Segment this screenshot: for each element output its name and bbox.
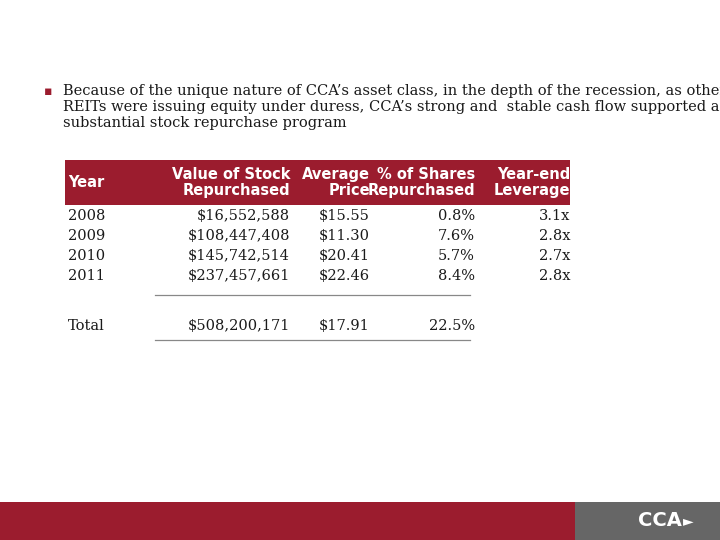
Text: Average
Price: Average Price — [302, 167, 370, 198]
Text: 2010: 2010 — [68, 249, 105, 263]
Text: Value of Stock
Repurchased: Value of Stock Repurchased — [171, 167, 290, 198]
Text: 22.5%: 22.5% — [429, 319, 475, 333]
Text: CCA: CCA — [638, 511, 682, 530]
Text: ►: ► — [683, 514, 693, 528]
Text: $108,447,408: $108,447,408 — [187, 229, 290, 243]
Text: $11.30: $11.30 — [319, 229, 370, 243]
Text: $22.46: $22.46 — [319, 269, 370, 283]
Bar — [575, 502, 720, 540]
Text: 2008: 2008 — [68, 209, 105, 223]
Text: substantial stock repurchase program: substantial stock repurchase program — [63, 116, 346, 130]
Text: Year: Year — [68, 175, 104, 190]
Text: 5.7%: 5.7% — [438, 249, 475, 263]
Text: $17.91: $17.91 — [319, 319, 370, 333]
Bar — [65, 160, 570, 205]
Text: 2009: 2009 — [68, 229, 105, 243]
Text: $145,742,514: $145,742,514 — [188, 249, 290, 263]
Text: $15.55: $15.55 — [319, 209, 370, 223]
Text: $16,552,588: $16,552,588 — [197, 209, 290, 223]
Text: 2.7x: 2.7x — [539, 249, 570, 263]
Text: $237,457,661: $237,457,661 — [188, 269, 290, 283]
Text: Year-end
Leverage: Year-end Leverage — [493, 167, 570, 198]
Text: REITs were issuing equity under duress, CCA’s strong and  stable cash flow suppo: REITs were issuing equity under duress, … — [63, 100, 719, 114]
Text: 2.8x: 2.8x — [539, 269, 570, 283]
Text: $20.41: $20.41 — [319, 249, 370, 263]
Text: ▪: ▪ — [44, 85, 53, 98]
Text: 3.1x: 3.1x — [539, 209, 570, 223]
Text: Because of the unique nature of CCA’s asset class, in the depth of the recession: Because of the unique nature of CCA’s as… — [63, 84, 720, 98]
Text: 2.8x: 2.8x — [539, 229, 570, 243]
Text: 8.4%: 8.4% — [438, 269, 475, 283]
Text: $508,200,171: $508,200,171 — [188, 319, 290, 333]
Text: % of Shares
Repurchased: % of Shares Repurchased — [367, 167, 475, 198]
Text: 0.8%: 0.8% — [438, 209, 475, 223]
Text: 7.6%: 7.6% — [438, 229, 475, 243]
Bar — [0, 502, 575, 540]
Text: Total: Total — [68, 319, 104, 333]
Text: 2011: 2011 — [68, 269, 105, 283]
